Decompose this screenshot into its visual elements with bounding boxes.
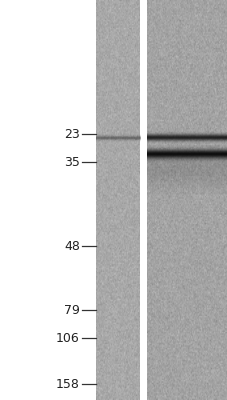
Text: 35: 35 [64, 156, 79, 168]
Text: 106: 106 [56, 332, 79, 344]
Bar [140, 0, 146, 400]
Text: 158: 158 [56, 378, 79, 390]
Bar [0, 0, 95, 400]
Text: 79: 79 [64, 304, 79, 316]
Text: 23: 23 [64, 128, 79, 140]
Text: 48: 48 [64, 240, 79, 252]
